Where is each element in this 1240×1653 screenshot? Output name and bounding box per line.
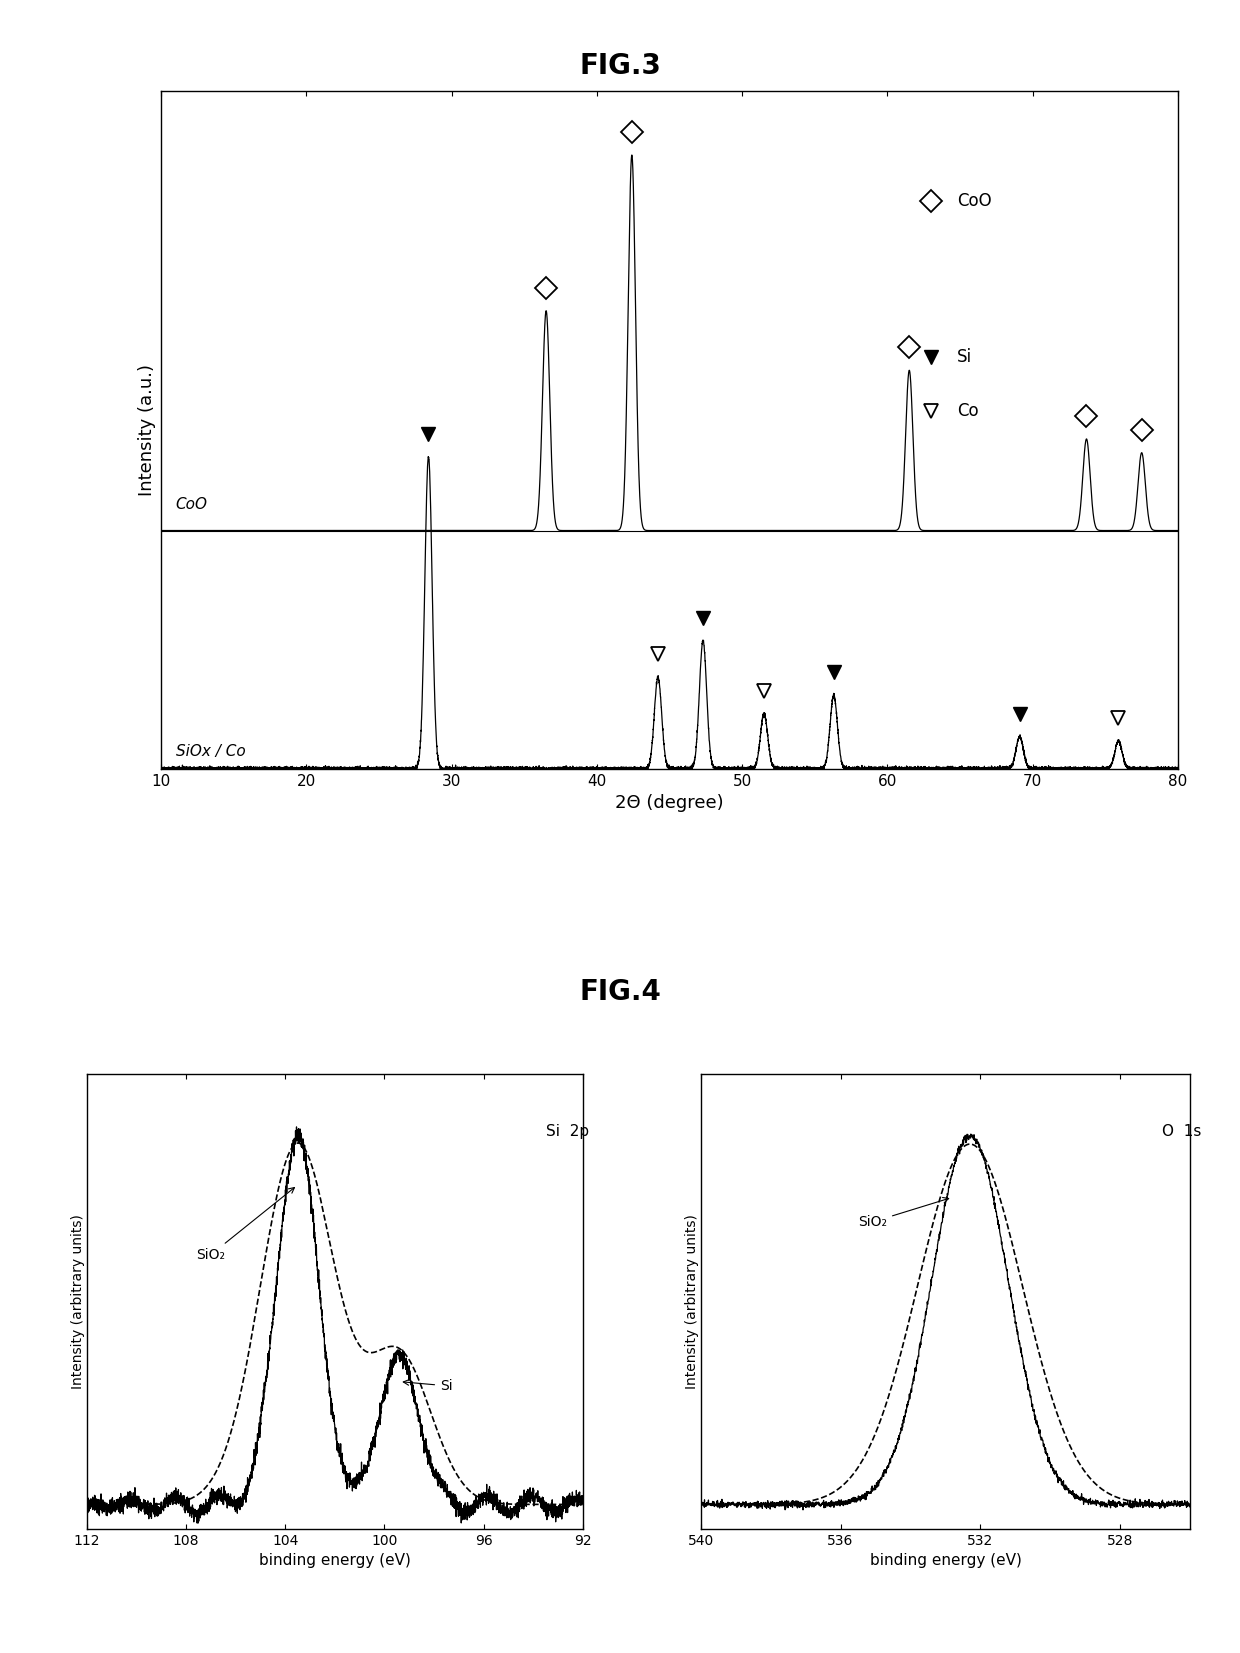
- X-axis label: binding energy (eV): binding energy (eV): [259, 1554, 410, 1569]
- Text: Si: Si: [403, 1379, 453, 1393]
- Text: Co: Co: [957, 402, 978, 420]
- Text: CoO: CoO: [957, 192, 992, 210]
- Text: O  1s: O 1s: [1162, 1124, 1202, 1139]
- Text: FIG.3: FIG.3: [579, 53, 661, 79]
- X-axis label: binding energy (eV): binding energy (eV): [869, 1554, 1022, 1569]
- Y-axis label: Intensity (arbitrary units): Intensity (arbitrary units): [72, 1215, 86, 1389]
- Text: Si: Si: [957, 347, 972, 365]
- Text: SiOx / Co: SiOx / Co: [176, 744, 246, 759]
- Text: Si  2p: Si 2p: [546, 1124, 589, 1139]
- Text: CoO: CoO: [176, 498, 208, 512]
- Text: SiO₂: SiO₂: [858, 1197, 949, 1228]
- Y-axis label: Intensity (a.u.): Intensity (a.u.): [138, 364, 156, 496]
- Y-axis label: Intensity (arbitrary units): Intensity (arbitrary units): [686, 1215, 699, 1389]
- X-axis label: 2Θ (degree): 2Θ (degree): [615, 793, 724, 812]
- Text: FIG.4: FIG.4: [579, 979, 661, 1005]
- Text: SiO₂: SiO₂: [196, 1187, 294, 1261]
